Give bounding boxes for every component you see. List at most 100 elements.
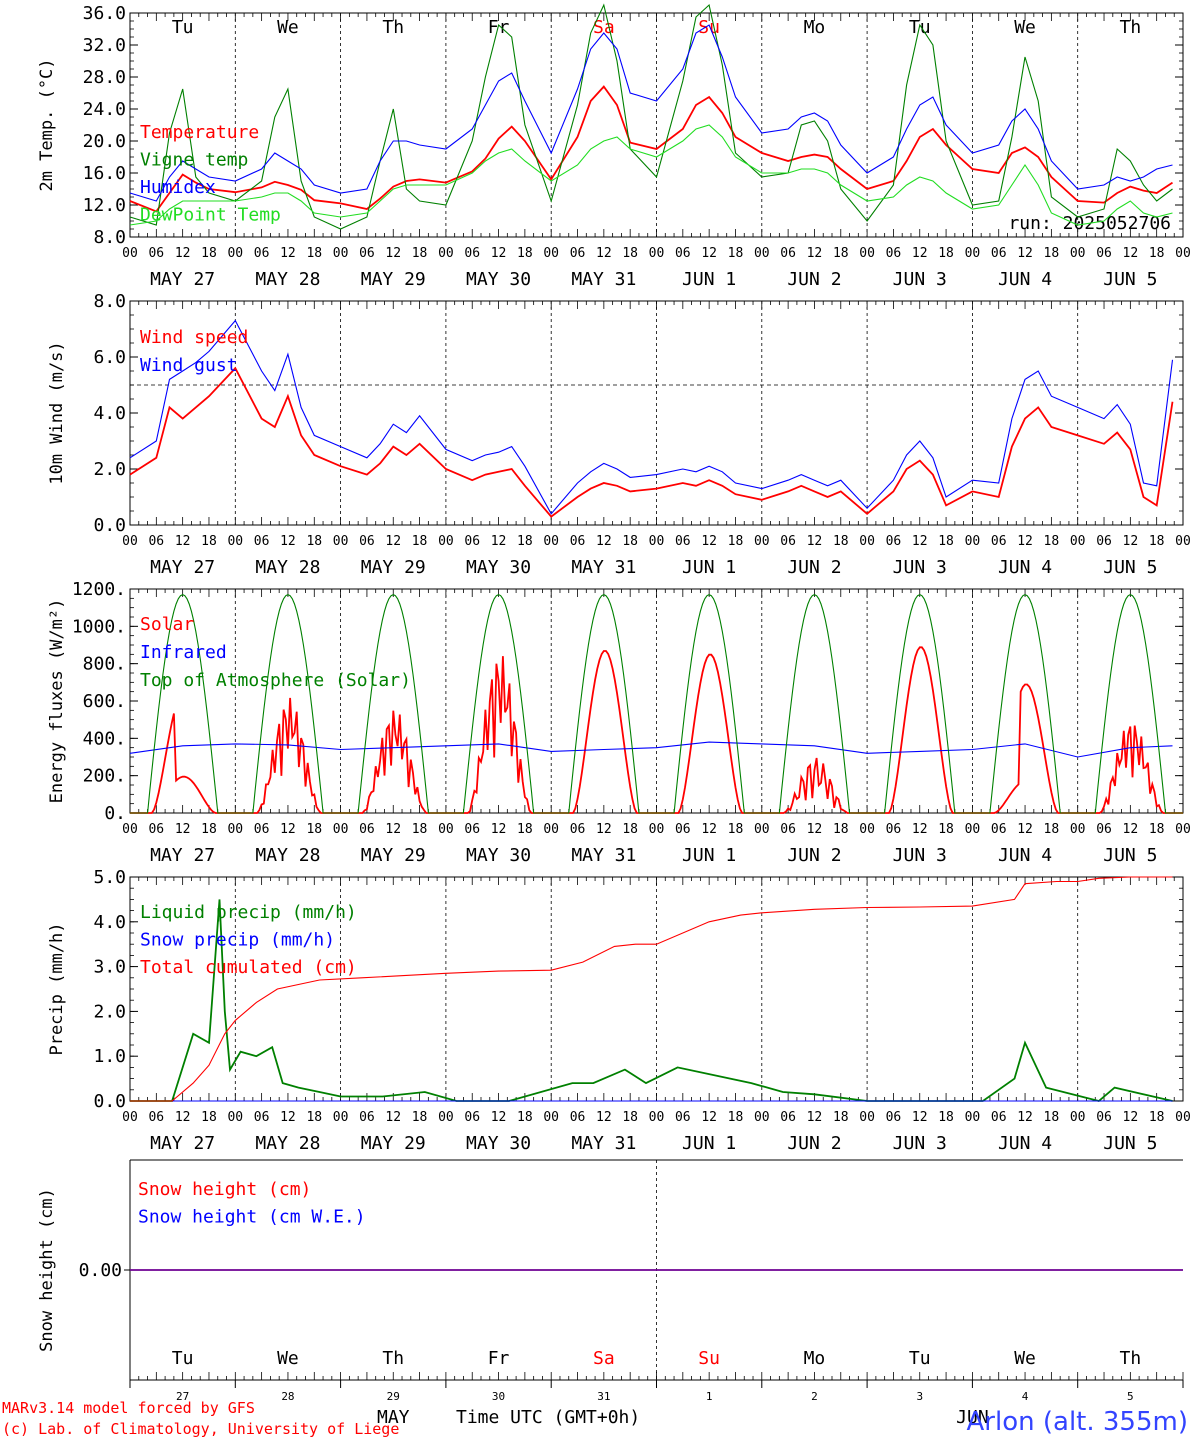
- hour-label: 18: [306, 1110, 322, 1125]
- station-name: Arlon (alt. 355m): [967, 1407, 1188, 1437]
- y-tick-label: 1000.: [72, 616, 126, 637]
- hour-label: 06: [359, 822, 375, 837]
- hour-label: 06: [570, 246, 586, 261]
- series-group: [129, 319, 1174, 518]
- day-name: Tu: [172, 17, 194, 38]
- hour-label: 00: [227, 246, 243, 261]
- hour-label: 12: [701, 1110, 717, 1125]
- hour-label: 00: [965, 534, 981, 549]
- y-tick-label: 12.0: [83, 195, 126, 216]
- temperature-line: [129, 85, 1173, 213]
- energy-panel: 0. 200. 400. 600. 800. 1000. 1200.Energy fluxe…: [47, 579, 1191, 866]
- hour-label: 00: [1070, 534, 1086, 549]
- date-label: MAY 28: [255, 269, 320, 290]
- hour-label: 06: [991, 1110, 1007, 1125]
- legend-item: Humidex: [140, 177, 216, 198]
- hour-label: 18: [517, 534, 533, 549]
- date-label: JUN 3: [893, 1133, 947, 1154]
- hour-label: 00: [859, 534, 875, 549]
- hour-label: 12: [280, 534, 296, 549]
- y-tick-label: 8.0: [93, 291, 126, 312]
- hour-label: 12: [912, 822, 928, 837]
- hour-label: 12: [912, 1110, 928, 1125]
- y-axis-label: Energy fluxes (W/m²): [47, 599, 67, 804]
- legend-item: Snow precip (mm/h): [140, 930, 335, 951]
- hour-label: 12: [175, 246, 191, 261]
- hour-label: 18: [517, 1110, 533, 1125]
- series-group: [129, 593, 1183, 814]
- day-name: Su: [698, 17, 720, 38]
- date-label: JUN 4: [998, 845, 1052, 866]
- day-number: 3: [916, 1390, 923, 1403]
- footer: MARv3.14 model forced by GFS (c) Lab. of…: [2, 1399, 1188, 1438]
- hour-label: 18: [201, 246, 217, 261]
- hour-label: 00: [122, 534, 138, 549]
- hour-label: 00: [649, 246, 665, 261]
- hour-label: 12: [1123, 534, 1139, 549]
- legend-item: Wind gust: [140, 355, 238, 376]
- hour-label: 00: [965, 1110, 981, 1125]
- day-name: Su: [698, 1348, 720, 1369]
- hour-label: 00: [543, 534, 559, 549]
- date-label: JUN 2: [787, 1133, 841, 1154]
- hour-label: 00: [859, 1110, 875, 1125]
- hour-label: 12: [491, 534, 507, 549]
- date-label: MAY 29: [361, 1133, 426, 1154]
- hour-label: 00: [227, 822, 243, 837]
- hour-label: 06: [1096, 534, 1112, 549]
- y-tick-label: 200.: [83, 766, 126, 787]
- hour-label: 18: [622, 822, 638, 837]
- date-label: MAY 30: [466, 269, 531, 290]
- date-label: JUN 3: [893, 557, 947, 578]
- hour-label: 12: [596, 1110, 612, 1125]
- hour-label: 06: [991, 246, 1007, 261]
- hour-label: 18: [938, 1110, 954, 1125]
- hour-label: 00: [438, 246, 454, 261]
- day-name: Sa: [593, 17, 615, 38]
- hour-label: 12: [1017, 822, 1033, 837]
- hour-label: 12: [1123, 246, 1139, 261]
- hour-label: 06: [464, 1110, 480, 1125]
- date-label: MAY 27: [150, 557, 215, 578]
- wind-speed-line: [129, 366, 1174, 518]
- hour-label: 06: [991, 534, 1007, 549]
- date-label: JUN 4: [998, 557, 1052, 578]
- series-group: [129, 3, 1173, 230]
- date-label: JUN 3: [893, 269, 947, 290]
- month-label: MAY: [377, 1407, 410, 1428]
- date-label: MAY 31: [571, 269, 636, 290]
- date-label: JUN 5: [1103, 557, 1157, 578]
- date-label: MAY 31: [571, 1133, 636, 1154]
- date-label: JUN 4: [998, 269, 1052, 290]
- date-label: MAY 30: [466, 1133, 531, 1154]
- hour-label: 06: [254, 1110, 270, 1125]
- day-name: Sa: [593, 1348, 615, 1369]
- hour-label: 18: [1149, 246, 1165, 261]
- y-tick-label: 800.: [83, 654, 126, 675]
- hour-label: 12: [280, 1110, 296, 1125]
- hour-label: 18: [201, 1110, 217, 1125]
- hour-label: 18: [306, 246, 322, 261]
- y-tick-label: 32.0: [83, 35, 126, 56]
- hour-label: 06: [359, 534, 375, 549]
- hour-label: 00: [1175, 246, 1191, 261]
- hour-label: 18: [1044, 822, 1060, 837]
- date-label: MAY 28: [255, 1133, 320, 1154]
- hour-label: 18: [728, 1110, 744, 1125]
- hour-label: 00: [649, 822, 665, 837]
- hour-label: 12: [1123, 822, 1139, 837]
- hour-label: 06: [675, 1110, 691, 1125]
- day-number: 1: [706, 1390, 713, 1403]
- legend-item: Infrared: [140, 642, 227, 663]
- hour-label: 00: [122, 1110, 138, 1125]
- y-tick-label: 600.: [83, 691, 126, 712]
- hour-label: 00: [333, 534, 349, 549]
- hour-label: 12: [491, 822, 507, 837]
- date-label: JUN 4: [998, 1133, 1052, 1154]
- vigne-temp-line: [129, 3, 1173, 230]
- day-number: 27: [176, 1390, 189, 1403]
- hour-label: 12: [596, 246, 612, 261]
- hour-label: 12: [280, 246, 296, 261]
- y-axis-label: 2m Temp. (°C): [37, 58, 57, 191]
